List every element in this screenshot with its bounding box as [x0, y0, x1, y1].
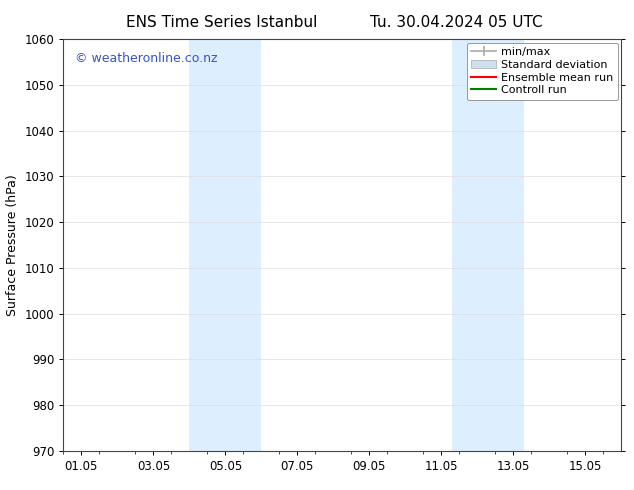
Text: Tu. 30.04.2024 05 UTC: Tu. 30.04.2024 05 UTC — [370, 15, 543, 30]
Bar — [190, 39, 261, 451]
Bar — [452, 39, 524, 451]
Text: ENS Time Series Istanbul: ENS Time Series Istanbul — [126, 15, 318, 30]
Legend: min/max, Standard deviation, Ensemble mean run, Controll run: min/max, Standard deviation, Ensemble me… — [467, 43, 618, 100]
Y-axis label: Surface Pressure (hPa): Surface Pressure (hPa) — [6, 174, 19, 316]
Text: © weatheronline.co.nz: © weatheronline.co.nz — [75, 51, 217, 65]
